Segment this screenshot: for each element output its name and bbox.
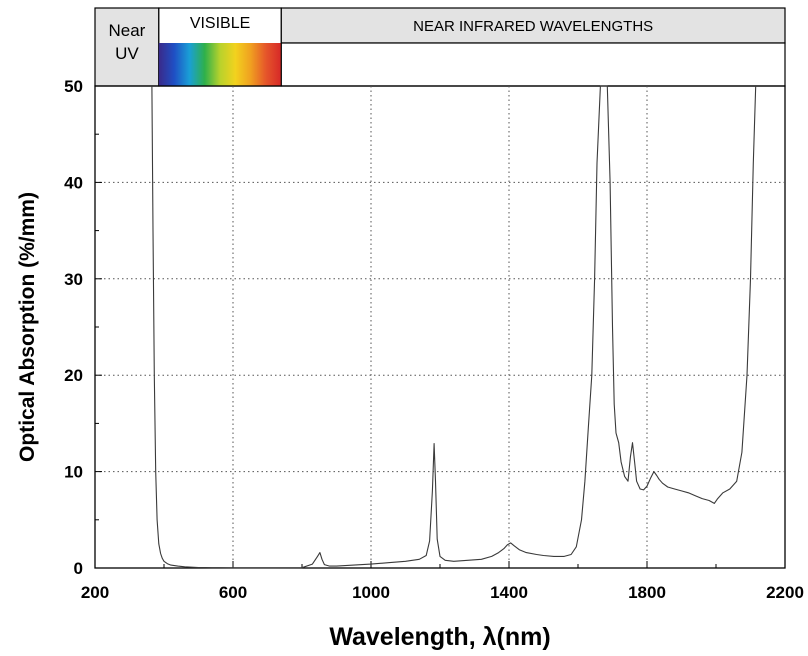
x-tick-label: 1000 (352, 583, 390, 602)
y-tick-label: 20 (64, 366, 83, 385)
x-tick-label: 600 (219, 583, 247, 602)
tick-marks (94, 85, 786, 569)
near-uv-label-line2: UV (115, 44, 139, 63)
gridlines (95, 86, 785, 568)
x-tick-label: 1800 (628, 583, 666, 602)
y-axis-title: Optical Absorption (%/mm) (16, 192, 39, 462)
near-infrared-band-body (280, 42, 786, 87)
plot-area (94, 85, 786, 569)
near-infrared-band-header (280, 7, 786, 44)
near-infrared-band-label: NEAR INFRARED WAVELENGTHS (413, 18, 653, 35)
absorption-spectrum-line (151, 85, 757, 569)
near-uv-band (94, 7, 160, 87)
x-tick-label: 200 (81, 583, 109, 602)
x-axis-title: Wavelength, λ(nm) (329, 623, 550, 651)
y-tick-labels: 0 10 20 30 40 50 (64, 77, 83, 578)
y-tick-label: 30 (64, 270, 83, 289)
visible-spectrum-bar (158, 43, 282, 86)
visible-band-label: VISIBLE (190, 15, 250, 32)
x-tick-labels: 200 600 1000 1400 1800 2200 (81, 583, 804, 602)
x-tick-label: 2200 (766, 583, 804, 602)
near-uv-label-line1: Near (108, 21, 145, 40)
y-tick-label: 40 (64, 173, 83, 192)
y-tick-label: 50 (64, 77, 83, 96)
y-tick-label: 0 (74, 559, 83, 578)
x-tick-label: 1400 (490, 583, 528, 602)
y-tick-label: 10 (64, 463, 83, 482)
band-header: Near UV VISIBLE NEAR INFRARED WAVELENGTH… (94, 7, 786, 87)
